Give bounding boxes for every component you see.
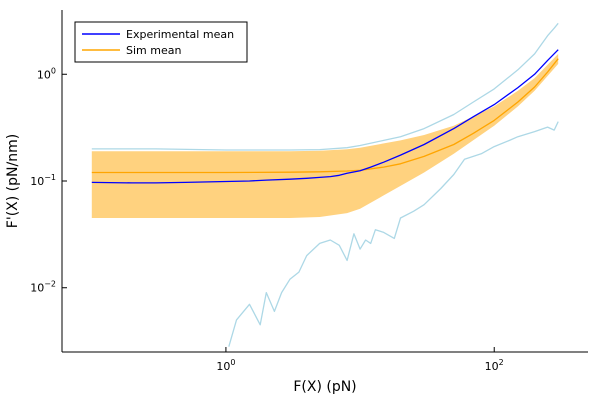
legend-box [74, 21, 248, 63]
y-tick-label: 10−2 [30, 280, 56, 295]
sim-mean-line [91, 58, 559, 174]
experimental-mean-line [91, 49, 559, 184]
y-tick-label: 100 [37, 66, 56, 81]
legend: Experimental mean Sim mean [74, 21, 248, 63]
legend-label-experimental-mean: Experimental mean [126, 28, 234, 41]
y-axis-label: F'(X) (pN/nm) [5, 134, 21, 228]
y-tick-label: 10−1 [30, 173, 56, 188]
x-tick-label: 102 [485, 358, 504, 373]
x-axis-label: F(X) (pN) [293, 379, 356, 395]
plot-area [91, 22, 559, 347]
x-tick-label: 100 [216, 358, 235, 373]
experimental-lower-envelope-line [228, 121, 559, 347]
sim-band-area [91, 53, 559, 219]
legend-label-sim-mean: Sim mean [126, 44, 181, 57]
experimental-upper-envelope-line [91, 22, 559, 151]
ticks: 100 102 10−2 10−1 100 [30, 66, 504, 373]
